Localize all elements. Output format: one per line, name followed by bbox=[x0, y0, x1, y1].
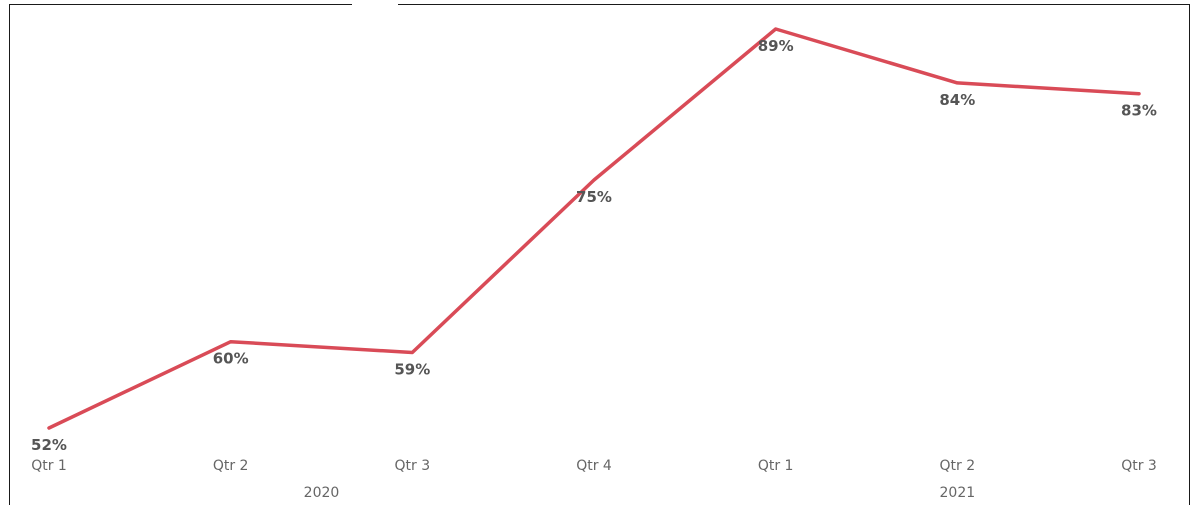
x-tick-label: Qtr 1 bbox=[31, 458, 67, 474]
x-group-label: 2021 bbox=[940, 485, 976, 501]
data-point[interactable] bbox=[227, 338, 235, 346]
data-label: 83% bbox=[1121, 102, 1157, 120]
data-point[interactable] bbox=[953, 79, 961, 87]
data-point[interactable] bbox=[45, 424, 53, 432]
data-point[interactable] bbox=[590, 176, 598, 184]
x-tick-label: Qtr 4 bbox=[576, 458, 612, 474]
data-label: 89% bbox=[758, 37, 794, 55]
data-point[interactable] bbox=[408, 349, 416, 357]
frame-border-left bbox=[9, 4, 10, 505]
x-group-label: 2020 bbox=[304, 485, 340, 501]
series-line bbox=[47, 27, 1141, 430]
x-axis: Qtr 1 Qtr 2 Qtr 3 Qtr 4 Qtr 1 Qtr 2 Qtr 3 2020 2… bbox=[31, 458, 1157, 501]
data-label: 75% bbox=[576, 188, 612, 206]
x-tick-label: Qtr 2 bbox=[940, 458, 976, 474]
data-point[interactable] bbox=[1135, 90, 1143, 98]
x-tick-label: Qtr 2 bbox=[213, 458, 249, 474]
x-tick-label: Qtr 3 bbox=[395, 458, 431, 474]
x-tick-label: Qtr 3 bbox=[1121, 458, 1157, 474]
data-point[interactable] bbox=[772, 25, 780, 33]
frame-border-top bbox=[9, 4, 1190, 5]
data-label: 59% bbox=[394, 361, 430, 379]
data-label: 60% bbox=[213, 350, 249, 368]
frame-top-gap bbox=[352, 3, 398, 6]
data-label-layer: 52% 60% 59% 75% 89% 84% 83% bbox=[31, 37, 1157, 454]
data-label: 52% bbox=[31, 436, 67, 454]
series-layer bbox=[45, 25, 1143, 432]
data-label: 84% bbox=[939, 91, 975, 109]
x-tick-label: Qtr 1 bbox=[758, 458, 794, 474]
